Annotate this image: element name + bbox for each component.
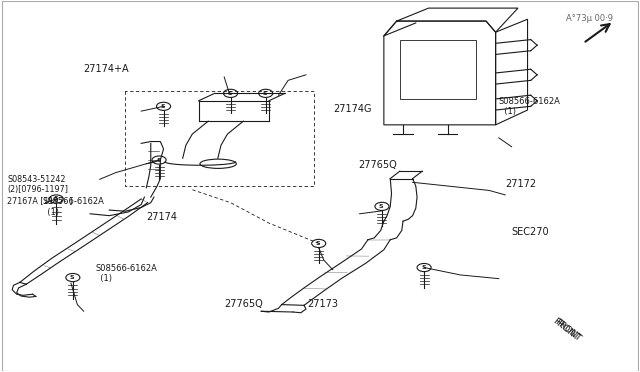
Text: S: S xyxy=(379,204,383,209)
Text: S: S xyxy=(316,241,321,246)
Text: S08566-6162A
  (1): S08566-6162A (1) xyxy=(95,264,157,283)
Text: 27174G: 27174G xyxy=(333,105,371,115)
Text: 27174+A: 27174+A xyxy=(84,64,129,74)
Text: SEC270: SEC270 xyxy=(511,227,549,237)
Text: S: S xyxy=(53,196,58,202)
Text: S08566-6162A
  (1): S08566-6162A (1) xyxy=(499,97,561,116)
Text: S: S xyxy=(161,104,165,109)
Text: S: S xyxy=(70,275,74,280)
Text: S: S xyxy=(421,265,426,270)
Text: 27174: 27174 xyxy=(147,212,177,222)
Text: FRONT: FRONT xyxy=(551,317,580,342)
Text: S08566-6162A
  (1): S08566-6162A (1) xyxy=(42,197,104,217)
Text: A°73µ 00·9: A°73µ 00·9 xyxy=(566,14,613,23)
Text: 27172: 27172 xyxy=(505,179,536,189)
Text: S: S xyxy=(263,91,268,96)
Text: S: S xyxy=(156,158,161,163)
Text: FRONT: FRONT xyxy=(553,318,582,343)
Text: 27765Q: 27765Q xyxy=(224,299,263,309)
Text: S: S xyxy=(228,91,232,96)
Text: S08543-51242
(2)[0796-1197]
27167A [1197- ]: S08543-51242 (2)[0796-1197] 27167A [1197… xyxy=(7,175,72,205)
Text: 27765Q: 27765Q xyxy=(358,160,397,170)
Text: 27173: 27173 xyxy=(307,299,338,309)
